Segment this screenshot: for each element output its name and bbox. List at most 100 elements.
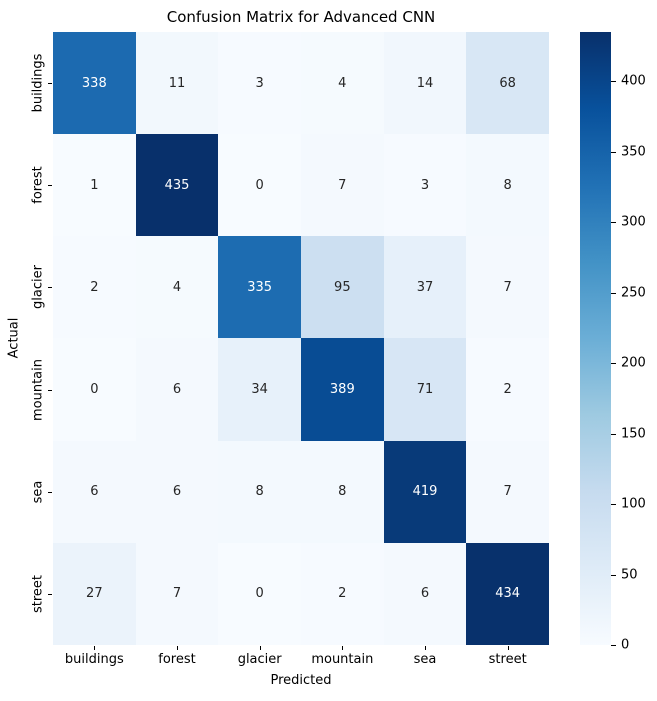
cell-value: 6 [172, 484, 182, 500]
heatmap-cell: 7 [300, 134, 384, 237]
cell-value: 2 [90, 279, 99, 295]
colorbar-tick-label: 250 [621, 285, 646, 301]
heatmap-cell: 0 [53, 338, 136, 441]
cell-value: 4 [172, 279, 182, 295]
y-tick-mark [48, 83, 52, 85]
x-axis-label: Predicted [270, 673, 332, 688]
y-tick-label: mountain [30, 358, 46, 421]
x-tick-label: mountain [311, 652, 374, 667]
heatmap-cell: 8 [300, 440, 384, 543]
cell-value: 435 [164, 177, 190, 193]
y-tick-mark [48, 185, 52, 187]
x-tick-label: buildings [64, 652, 124, 667]
cell-value: 95 [334, 279, 351, 295]
colorbar-tick-mark [611, 504, 616, 506]
cell-value: 3 [255, 75, 264, 91]
y-tick-mark [48, 593, 52, 595]
colorbar-tick-label: 400 [621, 73, 646, 89]
heatmap-cell: 8 [218, 440, 301, 543]
cell-value: 6 [420, 586, 430, 602]
heatmap-cell: 0 [218, 542, 301, 645]
cell-value: 2 [503, 382, 512, 398]
heatmap-cell: 8 [466, 134, 549, 237]
colorbar-tick-label: 150 [621, 426, 646, 442]
cell-value: 434 [495, 586, 521, 602]
colorbar [580, 32, 611, 645]
cell-value: 27 [86, 586, 103, 602]
heatmap-cell: 389 [300, 338, 384, 441]
heatmap-cell: 95 [300, 236, 384, 339]
cell-value: 3 [420, 177, 430, 193]
cell-value: 4 [338, 75, 347, 91]
heatmap-cell: 2 [466, 338, 549, 441]
x-tick-mark [507, 646, 509, 650]
heatmap-cell: 4 [135, 236, 219, 339]
colorbar-tick-mark [611, 645, 616, 646]
heatmap-cell: 3 [383, 134, 467, 237]
y-tick-label: glacier [30, 265, 46, 310]
x-tick-mark [342, 646, 344, 650]
heatmap-cell: 6 [135, 338, 219, 441]
colorbar-tick-mark [611, 292, 616, 294]
cell-value: 6 [90, 484, 99, 500]
x-tick-mark [259, 646, 261, 650]
x-tick-label: forest [158, 652, 196, 667]
cell-value: 7 [172, 586, 182, 602]
cell-value: 419 [412, 484, 438, 500]
colorbar-tick-label: 350 [621, 144, 646, 160]
cell-value: 8 [338, 484, 347, 500]
colorbar-tick-mark [611, 81, 616, 83]
heatmap-cell: 435 [135, 134, 219, 237]
cell-value: 7 [503, 279, 512, 295]
heatmap-cell: 338 [53, 32, 136, 135]
cell-value: 71 [416, 382, 434, 398]
heatmap-cell: 0 [218, 134, 301, 237]
x-tick-mark [177, 646, 178, 650]
colorbar-tick-mark [611, 222, 616, 224]
heatmap-cell: 2 [300, 542, 384, 645]
heatmap-cell: 34 [218, 338, 301, 441]
x-tick-mark [94, 646, 96, 650]
cell-value: 338 [81, 75, 107, 91]
colorbar-tick-mark [611, 433, 616, 435]
heatmap-cell: 7 [135, 542, 219, 645]
cell-value: 0 [255, 586, 264, 602]
x-tick-label: street [488, 652, 527, 667]
colorbar-tick-mark [611, 151, 616, 153]
cell-value: 37 [416, 279, 434, 295]
heatmap-cell: 434 [466, 542, 549, 645]
colorbar-tick-label: 200 [621, 355, 646, 371]
cell-value: 68 [499, 75, 516, 91]
heatmap-cell: 7 [466, 236, 549, 339]
x-tick-label: sea [413, 652, 437, 667]
y-tick-label: sea [30, 480, 46, 504]
cell-value: 335 [247, 279, 273, 295]
y-tick-mark [48, 287, 52, 289]
colorbar-tick-label: 100 [621, 496, 646, 512]
cell-value: 0 [255, 177, 264, 193]
heatmap-cell: 1 [53, 134, 136, 237]
heatmap-cell: 419 [383, 440, 467, 543]
colorbar-tick-label: 300 [621, 214, 646, 230]
cell-value: 8 [255, 484, 264, 500]
x-tick-label: glacier [237, 652, 282, 667]
y-tick-mark [48, 491, 52, 493]
heatmap-cell: 68 [466, 32, 549, 135]
y-tick-label: forest [30, 166, 46, 204]
heatmap-grid: 338 11 3 4 14 68 1 435 0 7 3 8 2 4 335 95 37 7 0 6 34 389 71 2 6… [53, 32, 549, 645]
heatmap-cell: 7 [466, 440, 549, 543]
heatmap-cell: 3 [218, 32, 301, 135]
cell-value: 7 [503, 484, 512, 500]
cell-value: 6 [172, 382, 182, 398]
y-tick-label: street [30, 574, 46, 613]
colorbar-tick-mark [611, 574, 616, 576]
cell-value: 7 [338, 177, 347, 193]
heatmap-cell: 6 [53, 440, 136, 543]
x-tick-mark [425, 646, 426, 650]
heatmap-cell: 11 [135, 32, 219, 135]
heatmap-cell: 6 [383, 542, 467, 645]
heatmap-cell: 71 [383, 338, 467, 441]
cell-value: 11 [168, 75, 186, 91]
cell-value: 0 [90, 382, 99, 398]
